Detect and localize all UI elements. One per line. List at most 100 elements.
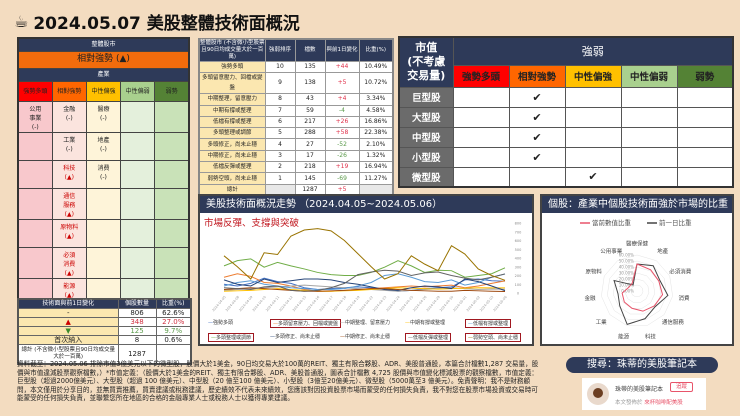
follow-button[interactable]: 追蹤 xyxy=(670,382,694,392)
legend-swatch: — xyxy=(468,335,473,341)
count: 138 xyxy=(294,72,326,95)
legend-swatch: — xyxy=(468,321,473,327)
category-label: 工業 xyxy=(596,318,608,326)
legend-label: 低檔有撐或整理 xyxy=(473,321,509,327)
sector-cell xyxy=(17,159,53,189)
check-icon: ✔ xyxy=(532,150,542,164)
table-row: 低檔反彈或整理 2 218 +19 16.94% xyxy=(198,161,394,174)
sector-label: 原物料 xyxy=(60,223,79,231)
sector-cell: 消費 (-) xyxy=(85,159,122,189)
sector-cell: 醫療 (-) xyxy=(85,100,122,133)
legend-item: —多頭修正、尚未止穩 xyxy=(270,333,320,340)
strength-col-header: 弱勢 xyxy=(676,64,734,88)
strength-col-header: 中性偏弱 xyxy=(120,80,156,102)
pct: 0.6% xyxy=(155,335,192,345)
series-line xyxy=(223,228,506,281)
sector-label: (-) xyxy=(65,114,73,122)
sector-label: 服務 xyxy=(63,201,76,209)
category-label: 強勢多頭 xyxy=(198,60,266,74)
rank: 1 xyxy=(264,172,296,185)
publication-link[interactable]: 來杯咖啡配美股 xyxy=(644,400,683,406)
sector-cell: 工業 (-) xyxy=(51,131,87,161)
page-title: ☕ 2024.05.07 美股整體技術面概況 xyxy=(14,9,300,34)
cap-cell xyxy=(564,126,622,148)
count: 43 xyxy=(294,93,326,106)
table-row: 強勢多頭 10 135 +44 10.49% xyxy=(198,60,394,74)
col-header: 比重(%) xyxy=(358,38,394,62)
y-tick-label: 0 xyxy=(517,292,519,296)
daily-change-table: 技術面與前1日變化 個股數量 比重(%) -806 62.6% ▲ 348 27.0% ▼… xyxy=(17,298,192,365)
series-line xyxy=(223,287,506,293)
trend-category-table: 整體股市 (不含微小型股票且90日均成交量大於一百萬) 強弱排序 檔數 與前1日變化比… xyxy=(198,38,394,197)
cap-cell xyxy=(452,146,510,168)
pct: 4.58% xyxy=(358,104,394,117)
count: 288 xyxy=(294,127,326,140)
count: 135 xyxy=(294,60,326,74)
trend-line-chart: 01002003004005006007008002024-04-052024-… xyxy=(211,222,521,313)
legend-label: 強勢多頭 xyxy=(213,320,234,326)
strength-col-header: 中性偏弱 xyxy=(620,64,678,88)
sector-radar-panel: 個股：產業中個股技術面強於市場的比重 當前數值比重 前一日比重 0.00% 10.00… xyxy=(540,194,734,346)
radar-panel-title: 個股：產業中個股技術面強於市場的比重 xyxy=(542,196,732,213)
strength-col-header: 強勢多頭 xyxy=(17,80,53,102)
sector-cell: 公用 事業 (-) xyxy=(17,100,53,133)
cap-cell xyxy=(676,126,734,148)
cap-cell xyxy=(620,126,678,148)
sector-cell: 必須 消費 (▲) xyxy=(51,246,87,279)
corner-text: 交易量) xyxy=(407,69,446,83)
legend-label: 多頭修正、尚未止穩 xyxy=(275,334,321,340)
pct: 10.49% xyxy=(358,60,394,74)
legend-swatch: — xyxy=(211,335,216,341)
pct: 10.72% xyxy=(358,72,394,95)
radial-tick-label: 40.00% xyxy=(619,265,634,270)
cap-cell xyxy=(676,146,734,168)
coffee-cup-icon: ☕ xyxy=(14,12,29,31)
row-label: 首次納入 xyxy=(17,335,119,345)
category-label: 通信服務 xyxy=(662,318,685,326)
legend-label: 多頭整理或調節 xyxy=(216,335,252,341)
legend-item: —多頭整理或調節 xyxy=(208,333,255,342)
legend-swatch: — xyxy=(270,334,275,340)
cap-cell: ✔ xyxy=(508,126,566,148)
rank: 7 xyxy=(264,104,296,117)
table-row: 多頭留意壓力、回檔或變盤 9 138 +5 10.72% xyxy=(198,72,394,95)
count: 806 xyxy=(117,308,157,318)
cap-cell: ✔ xyxy=(564,166,622,188)
pct: 16.86% xyxy=(358,115,394,129)
category-label: 低檔反彈或整理 xyxy=(198,161,266,174)
market-status: 相對強勢 (▲) xyxy=(17,50,190,69)
sector-label: 工業 xyxy=(63,136,76,144)
daily-change: +4 xyxy=(324,93,360,106)
pct: 62.6% xyxy=(155,308,192,318)
sector-cell xyxy=(154,100,190,133)
col-header: 整體股市 (不含微小型股票且90日均成交量大於一百萬) xyxy=(198,38,266,62)
category-label: 地產 xyxy=(657,247,669,255)
legend-item: —低檔反彈或整理 xyxy=(405,333,452,342)
cap-cell xyxy=(620,86,678,108)
cap-cell xyxy=(452,86,510,108)
check-icon: ✔ xyxy=(532,130,542,144)
sector-cell xyxy=(120,246,156,279)
cap-cell xyxy=(452,106,510,128)
legend-label: 中期修正、尚未止穩 xyxy=(345,334,391,340)
category-label: 能源 xyxy=(618,333,630,341)
daily-change: -4 xyxy=(324,104,360,117)
sector-cell: 原物料 (▲) xyxy=(51,218,87,248)
cap-row: 微型股 ✔ xyxy=(398,166,734,188)
cap-row: 小型股 ✔ xyxy=(398,146,734,168)
legend-swatch: — xyxy=(408,335,413,341)
table-row: 低檔有撐或整理 6 217 +26 16.86% xyxy=(198,115,394,129)
disclaimer-note: 資料截至：2024.05.06 排除市值3億美元以下的微型股，股價大於1美金，9… xyxy=(17,360,539,403)
blog-card[interactable]: 珠蒂的美股筆記本 追蹤 本文發佈於 來杯咖啡配美股 xyxy=(582,378,706,410)
sector-strength-table: 整體股市 相對強勢 (▲) 產業 強勢多頭 相對強勢 中性偏強 中性偏弱 弱勢 公用 事業… xyxy=(17,37,190,307)
legend-swatch: — xyxy=(340,320,345,326)
overall-market-header: 整體股市 xyxy=(17,37,190,52)
cap-cell xyxy=(452,126,510,148)
daily-change: +19 xyxy=(324,161,360,174)
down-arrow-icon: ▼ xyxy=(17,326,119,336)
sector-radar-chart: 當前數值比重 前一日比重 0.00%10.00%20.00%30.00%40.00%… xyxy=(580,218,692,341)
strength-col-header: 中性偏強 xyxy=(564,64,622,88)
strength-col-header: 弱勢 xyxy=(154,80,190,102)
search-banner[interactable]: 搜尋：珠蒂的美股筆記本 xyxy=(566,357,718,373)
legend-item: —多頭留意壓力、回檔或變盤 xyxy=(270,319,342,328)
